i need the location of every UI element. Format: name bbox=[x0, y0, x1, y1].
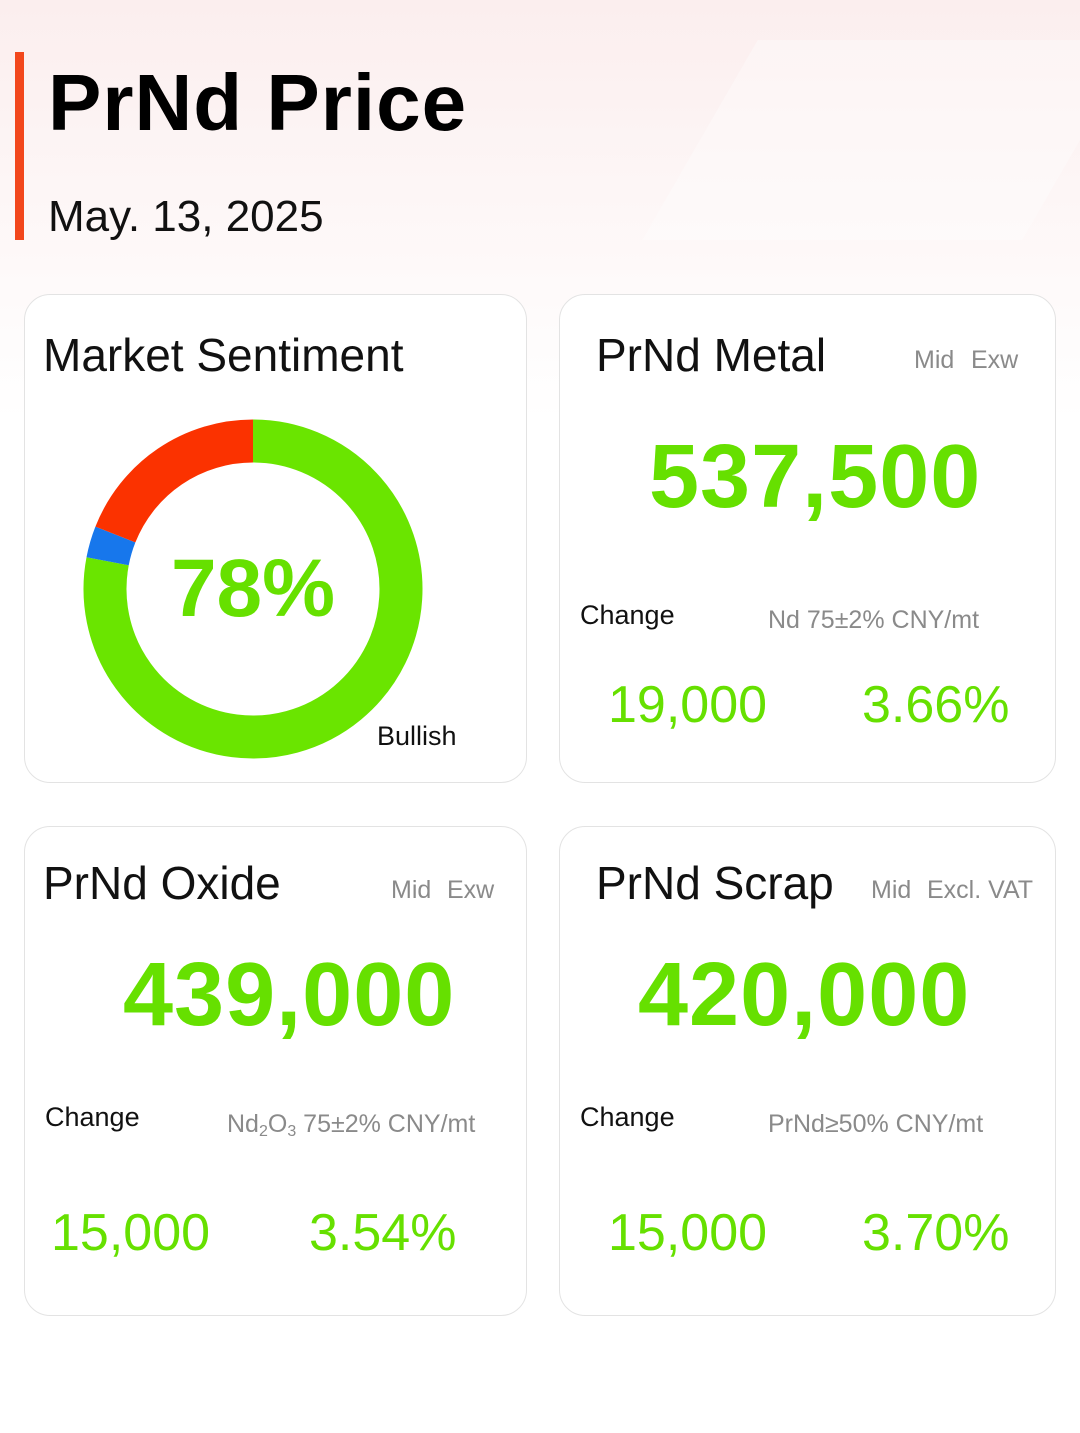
sentiment-percentage: 78% bbox=[170, 543, 336, 634]
bullish-label: Bullish bbox=[377, 721, 457, 751]
scrap-spec: PrNd≥50% CNY/mt bbox=[768, 1110, 984, 1138]
background-shape bbox=[642, 40, 1080, 240]
oxide-spec: Nd2O3 75±2% CNY/mt bbox=[227, 1109, 475, 1147]
sentiment-card: Market Sentiment 78% Bullish bbox=[24, 294, 527, 783]
oxide-change-label: Change bbox=[45, 1102, 140, 1132]
scrap-tag-mid: Mid bbox=[871, 876, 912, 904]
scrap-change-label: Change bbox=[580, 1102, 675, 1132]
metal-change-label: Change bbox=[580, 600, 675, 630]
scrap-change-abs: 15,000 bbox=[608, 1204, 768, 1262]
sentiment-donut-chart: 78% bbox=[83, 419, 423, 759]
oxide-spec-sub1: 2 bbox=[258, 1123, 268, 1140]
scrap-card: PrNd Scrap Mid Excl. VAT 420,000 Change … bbox=[559, 826, 1056, 1316]
oxide-spec-rest: 75±2% CNY/mt bbox=[296, 1110, 476, 1138]
page-date: May. 13, 2025 bbox=[48, 192, 324, 241]
oxide-card: PrNd Oxide Mid Exw 439,000 Change Nd2O3 … bbox=[24, 826, 527, 1316]
oxide-title: PrNd Oxide bbox=[43, 857, 281, 909]
donut-slice-2 bbox=[95, 419, 254, 543]
metal-price: 537,500 bbox=[649, 427, 982, 527]
donut-slice-0 bbox=[83, 419, 423, 759]
scrap-price: 420,000 bbox=[638, 945, 971, 1045]
oxide-price: 439,000 bbox=[123, 945, 456, 1045]
oxide-change-abs: 15,000 bbox=[51, 1204, 211, 1262]
oxide-spec-o: O bbox=[267, 1110, 288, 1138]
oxide-change-pct: 3.54% bbox=[309, 1204, 457, 1262]
oxide-tag-mid: Mid bbox=[391, 876, 432, 904]
metal-tag-basis: Exw bbox=[971, 346, 1019, 374]
metal-card: PrNd Metal Mid Exw 537,500 Change Nd 75±… bbox=[559, 294, 1056, 783]
donut-slice-1 bbox=[86, 526, 136, 566]
oxide-spec-sub2: 3 bbox=[287, 1123, 297, 1140]
oxide-spec-nd: Nd bbox=[227, 1110, 259, 1138]
sentiment-title: Market Sentiment bbox=[43, 329, 404, 381]
metal-change-abs: 19,000 bbox=[608, 676, 768, 734]
metal-change-pct: 3.66% bbox=[862, 676, 1010, 734]
scrap-change-pct: 3.70% bbox=[862, 1204, 1010, 1262]
scrap-tag-basis: Excl. VAT bbox=[927, 876, 1034, 904]
title-accent-bar bbox=[15, 52, 24, 240]
metal-spec: Nd 75±2% CNY/mt bbox=[768, 606, 980, 634]
scrap-title: PrNd Scrap bbox=[596, 857, 834, 909]
oxide-tag-basis: Exw bbox=[447, 876, 495, 904]
metal-title: PrNd Metal bbox=[596, 329, 827, 381]
metal-tag-mid: Mid bbox=[914, 346, 955, 374]
donut-svg bbox=[83, 419, 423, 759]
page-title: PrNd Price bbox=[48, 58, 468, 147]
